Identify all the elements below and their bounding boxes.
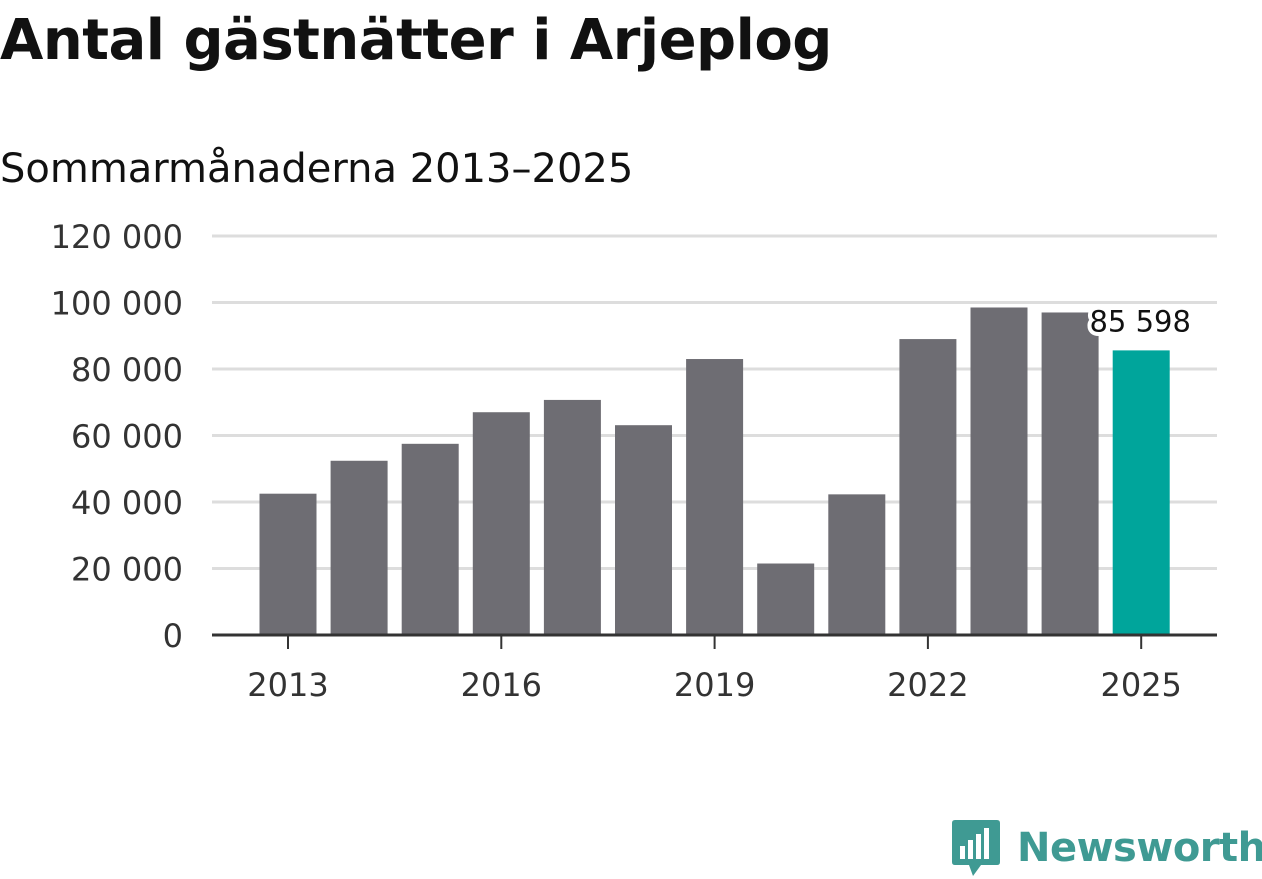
x-tick-label: 2013 [247,666,328,704]
y-tick-label: 0 [163,617,183,655]
y-tick-label: 120 000 [51,218,183,256]
bar-2016 [472,412,530,635]
bar-2013 [259,493,317,635]
bar-chart-speech-bubble-icon [952,820,1000,876]
chart-title: Antal gästnätter i Arjeplog [0,8,832,73]
bar-2019 [686,359,744,635]
logo-text: Newsworthy [1017,825,1262,871]
data-labels: 85 598 [1085,300,1194,342]
newsworthy-logo: Newsworthy [951,818,1262,878]
y-tick-label: 100 000 [51,285,183,323]
bar-2020 [757,563,815,635]
x-tick-label: 2025 [1100,666,1181,704]
bar-2025 [1112,350,1170,635]
x-axis-ticks: 2013 2016 2019 2022 2025 [247,635,1182,704]
y-tick-label: 40 000 [71,484,183,522]
bar-2015 [401,443,459,635]
bar-2022 [899,339,957,635]
y-tick-label: 80 000 [71,351,183,389]
bar-2014 [330,460,388,635]
bar-2018 [615,425,672,635]
x-tick-label: 2022 [887,666,968,704]
bar-2024 [1041,312,1099,635]
x-tick-label: 2019 [674,666,755,704]
y-axis-ticks: 0 20 000 40 000 60 000 80 000 100 000 120 000 [51,218,183,655]
y-tick-label: 20 000 [71,551,183,589]
bar-2023 [970,307,1028,635]
bars [259,307,1170,635]
bar-2021 [828,494,886,635]
data-label-2025: 85 598 [1089,304,1190,338]
chart-subtitle: Sommarmånaderna 2013–2025 [0,146,634,192]
y-tick-label: 60 000 [71,418,183,456]
x-tick-label: 2016 [461,666,542,704]
bar-2017 [543,399,601,635]
